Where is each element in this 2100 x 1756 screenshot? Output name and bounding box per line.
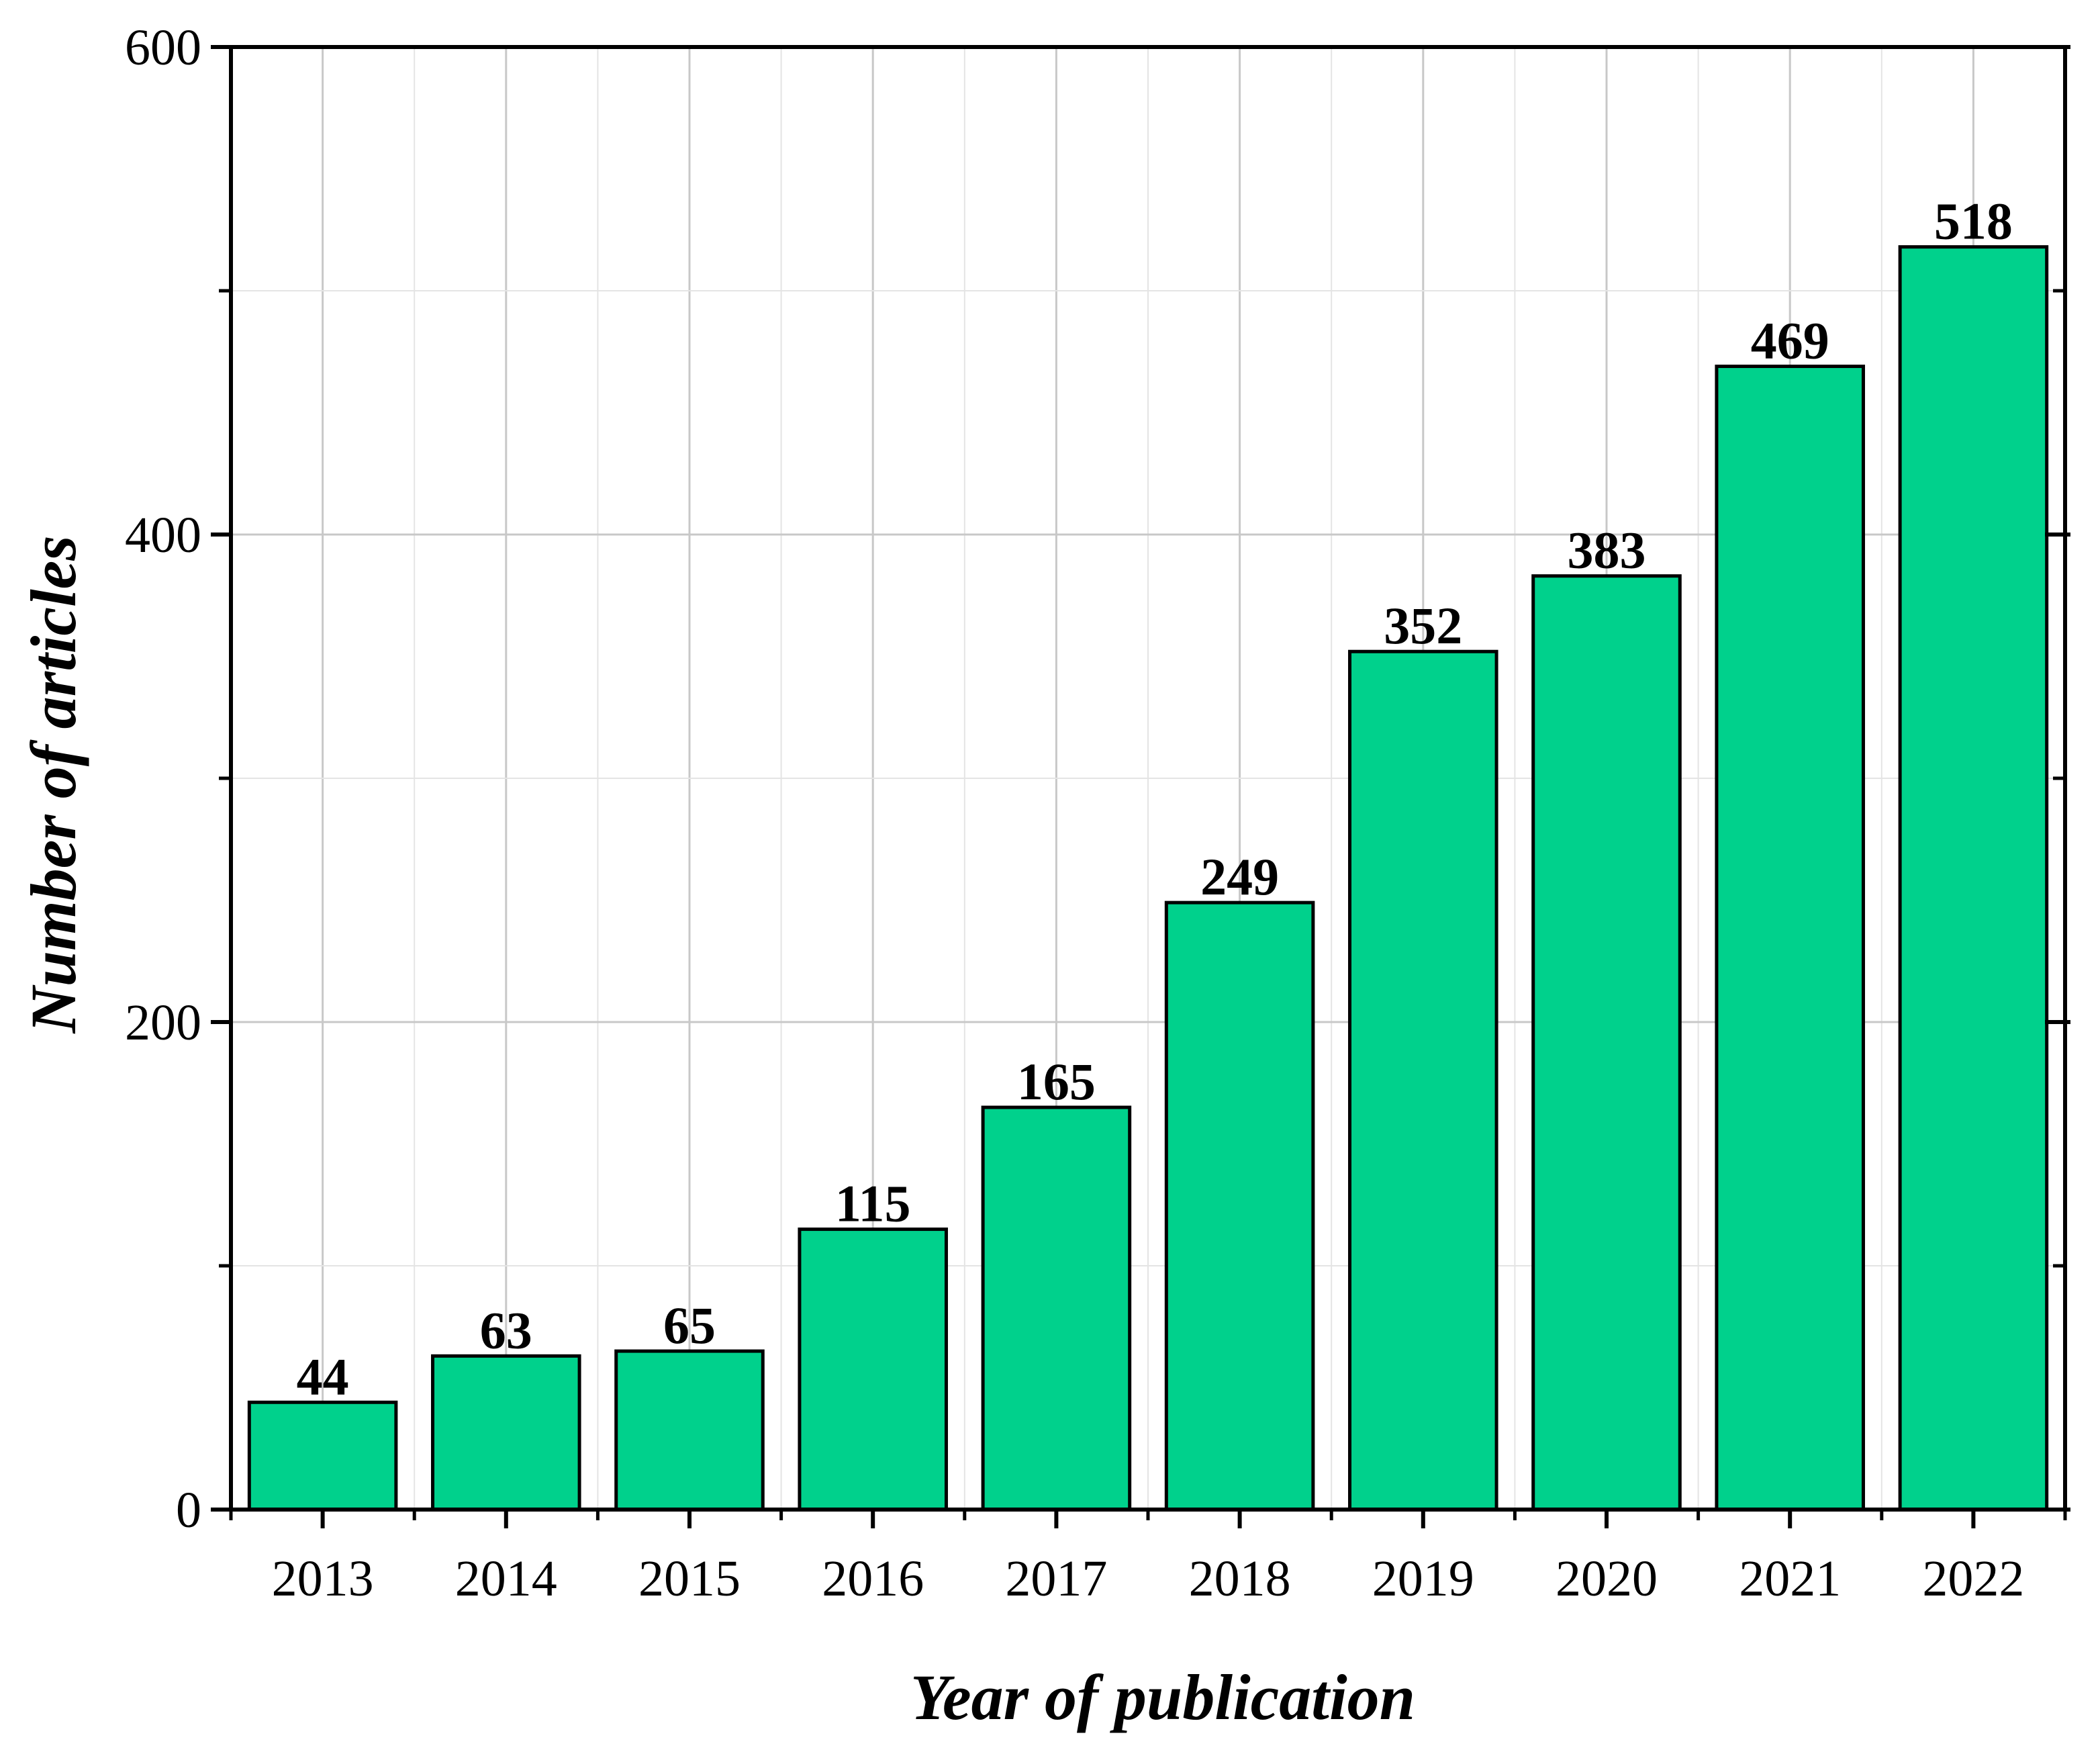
plot-frame — [211, 45, 2070, 1528]
x-tick-label-2016: 2016 — [822, 1551, 924, 1607]
y-tick-label-400: 400 — [125, 507, 201, 563]
y-axis-title: Number of articles — [17, 535, 89, 1033]
bar-2013 — [247, 1400, 398, 1512]
x-axis-title: Year of publication — [910, 1661, 1415, 1733]
data-label-2016: 115 — [835, 1174, 911, 1233]
bar-2020 — [1531, 574, 1682, 1512]
x-tick-label-2022: 2022 — [1922, 1551, 2024, 1607]
bar-2017 — [981, 1105, 1132, 1512]
x-tick-label-2013: 2013 — [272, 1551, 374, 1607]
data-label-2014: 63 — [480, 1301, 532, 1359]
y-tick-label-200: 200 — [125, 995, 201, 1051]
bar-2018 — [1164, 900, 1315, 1512]
x-tick-label-2020: 2020 — [1556, 1551, 1658, 1607]
y-tick-label-600: 600 — [125, 19, 201, 76]
data-label-2018: 249 — [1200, 847, 1279, 906]
bars — [247, 245, 2049, 1512]
x-tick-label-2018: 2018 — [1189, 1551, 1291, 1607]
data-label-2019: 352 — [1384, 596, 1462, 655]
x-tick-labels: 2013 2014 2015 2016 2017 2018 2019 2020 2021 2022 — [272, 1551, 2025, 1607]
x-tick-label-2021: 2021 — [1739, 1551, 1841, 1607]
y-tick-labels: 0 200 400 600 — [125, 19, 201, 1538]
x-tick-label-2017: 2017 — [1005, 1551, 1107, 1607]
data-label-2022: 518 — [1934, 192, 2013, 250]
bar-2021 — [1715, 365, 1865, 1512]
data-label-2013: 44 — [297, 1347, 349, 1405]
data-label-2020: 383 — [1568, 521, 1646, 580]
y-tick-label-0: 0 — [176, 1482, 201, 1538]
data-labels: 44 63 65 115 165 249 352 383 469 518 — [297, 192, 2013, 1406]
x-tick-label-2014: 2014 — [455, 1551, 557, 1607]
bar-2015 — [614, 1349, 765, 1512]
data-label-2015: 65 — [663, 1296, 716, 1354]
data-label-2017: 165 — [1017, 1052, 1096, 1111]
bar-2014 — [431, 1354, 581, 1512]
x-tick-label-2015: 2015 — [638, 1551, 741, 1607]
data-label-2021: 469 — [1751, 312, 1829, 370]
x-tick-label-2019: 2019 — [1372, 1551, 1474, 1607]
bar-2022 — [1898, 245, 2049, 1512]
bar-2019 — [1348, 649, 1498, 1512]
bar-2016 — [798, 1228, 948, 1512]
